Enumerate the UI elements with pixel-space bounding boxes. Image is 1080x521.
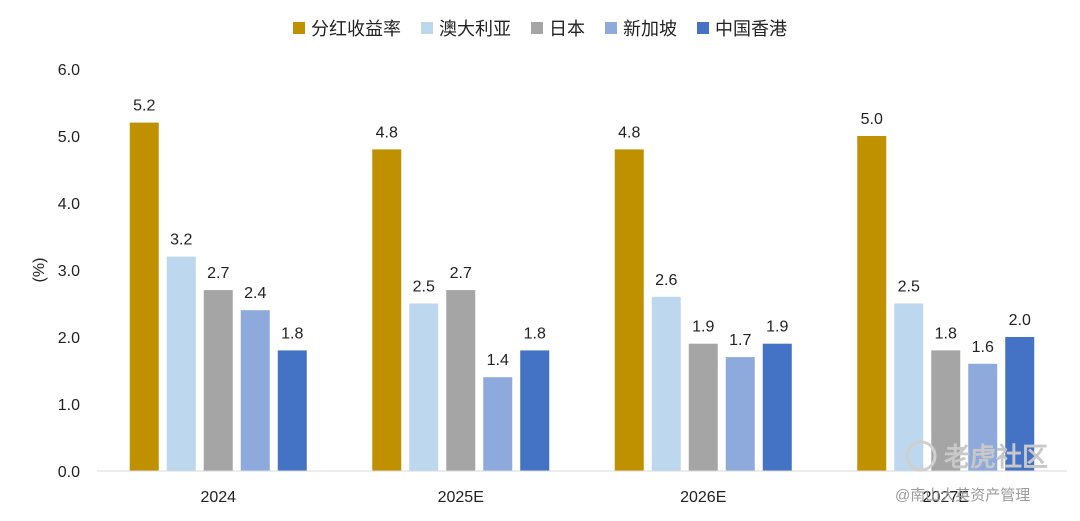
- y-tick-label: 2.0: [58, 330, 80, 347]
- data-label: 1.8: [935, 325, 957, 342]
- bar: [688, 343, 718, 471]
- bar: [894, 303, 924, 471]
- data-label: 1.9: [766, 319, 788, 336]
- legend-swatch: [293, 22, 305, 34]
- legend-swatch: [531, 22, 543, 34]
- y-tick-label: 0.0: [58, 464, 80, 481]
- legend-item: 日本: [531, 19, 585, 39]
- bar: [931, 350, 961, 471]
- data-label: 2.0: [1009, 312, 1031, 329]
- watermark: 老虎社区 @南山大英资产管理: [895, 440, 1048, 504]
- bar: [277, 350, 307, 471]
- legend-swatch: [697, 22, 709, 34]
- bar: [725, 357, 755, 471]
- bar: [1005, 337, 1035, 471]
- legend-item: 中国香港: [697, 19, 787, 39]
- data-label: 2.7: [207, 265, 229, 282]
- y-axis-label: (%): [31, 258, 48, 283]
- legend-swatch: [421, 22, 433, 34]
- y-tick-label: 4.0: [58, 196, 80, 213]
- y-tick-label: 5.0: [58, 129, 80, 146]
- y-tick-label: 3.0: [58, 263, 80, 280]
- legend-label: 澳大利亚: [439, 19, 511, 39]
- x-axis: 2024 2025E 2026E 2027E: [200, 489, 968, 506]
- watermark-logo-icon: [905, 440, 937, 472]
- legend-label: 中国香港: [715, 19, 787, 39]
- legend-label: 新加坡: [623, 19, 677, 39]
- bar: [520, 350, 550, 471]
- bar: [651, 296, 681, 471]
- bars: [129, 122, 1035, 471]
- bar: [614, 149, 644, 471]
- data-labels: 5.2 3.2 2.7 2.4 1.8 4.8 2.5 2.7 1.4 1.8 4.8 2.6 1.9 1…: [133, 98, 1031, 370]
- x-tick-label: 2027E: [923, 489, 969, 506]
- data-label: 2.6: [655, 272, 677, 289]
- bar: [483, 377, 513, 471]
- legend-label: 分红收益率: [311, 19, 401, 39]
- data-label: 1.4: [487, 352, 509, 369]
- bar: [857, 136, 887, 471]
- data-label: 1.8: [281, 325, 303, 342]
- legend-item: 澳大利亚: [421, 19, 511, 39]
- bar: [372, 149, 402, 471]
- x-tick-label: 2025E: [438, 489, 484, 506]
- legend: 分红收益率 澳大利亚 日本 新加坡 中国香港: [293, 19, 787, 39]
- watermark-main-text: 老虎社区: [944, 442, 1048, 472]
- bar: [968, 363, 998, 471]
- bar: [129, 122, 159, 471]
- bar: [166, 256, 196, 471]
- bar: [446, 290, 476, 471]
- data-label: 1.7: [729, 332, 751, 349]
- data-label: 1.6: [972, 339, 994, 356]
- y-axis: 0.0 1.0 2.0 3.0 4.0 5.0 6.0: [58, 62, 80, 481]
- data-label: 3.2: [170, 232, 192, 249]
- y-tick-label: 1.0: [58, 397, 80, 414]
- legend-item: 新加坡: [605, 19, 677, 39]
- data-label: 4.8: [618, 124, 640, 141]
- data-label: 1.8: [524, 325, 546, 342]
- x-tick-label: 2026E: [680, 489, 726, 506]
- data-label: 4.8: [376, 124, 398, 141]
- bar: [762, 343, 792, 471]
- watermark-sub-text: @南山大英资产管理: [895, 486, 1030, 504]
- bar: [203, 290, 233, 471]
- data-label: 2.5: [898, 279, 920, 296]
- y-tick-label: 6.0: [58, 62, 80, 79]
- x-tick-label: 2024: [200, 489, 236, 506]
- legend-swatch: [605, 22, 617, 34]
- data-label: 2.4: [244, 285, 266, 302]
- bar: [409, 303, 439, 471]
- data-label: 1.9: [692, 319, 714, 336]
- legend-item: 分红收益率: [293, 19, 401, 39]
- bar: [240, 310, 270, 471]
- data-label: 5.0: [861, 111, 883, 128]
- data-label: 2.5: [413, 279, 435, 296]
- data-label: 2.7: [450, 265, 472, 282]
- legend-label: 日本: [549, 19, 585, 39]
- data-label: 5.2: [133, 98, 155, 115]
